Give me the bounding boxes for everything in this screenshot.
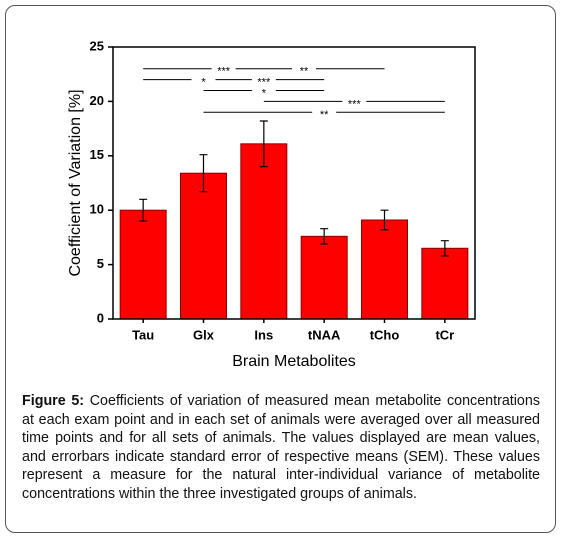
significance-label: ***	[217, 66, 231, 78]
error-bar	[199, 154, 208, 193]
error-bar	[139, 198, 148, 222]
x-axis-title: Brain Metabolites	[232, 353, 356, 370]
significance-label-bg	[251, 74, 276, 85]
x-tick-label: tCho	[370, 327, 400, 342]
bar	[361, 219, 408, 320]
y-tick-label: 5	[97, 256, 104, 271]
significance-label: *	[201, 77, 206, 89]
significance-label: *	[262, 87, 267, 99]
figure-frame	[5, 5, 556, 533]
x-tick-label: Ins	[254, 327, 273, 342]
error-bar	[440, 240, 449, 257]
significance-label: ***	[348, 98, 362, 110]
significance-label: **	[300, 66, 309, 78]
error-bar	[380, 209, 389, 231]
significance-label: **	[320, 109, 329, 121]
significance-label-bg	[312, 107, 337, 118]
x-tick-label: Tau	[132, 327, 154, 342]
caption-label: Figure 5:	[22, 393, 85, 409]
significance-label-bg	[211, 63, 236, 74]
bar	[180, 172, 227, 320]
y-tick-label: 25	[90, 38, 104, 53]
y-tick-label: 20	[90, 93, 104, 108]
y-axis-title: Coefficient of Variation [%]	[67, 89, 84, 276]
plot-frame	[112, 46, 476, 320]
chart: Coefficient of Variation [%] Brain Metab…	[67, 38, 476, 370]
x-tick-label: tCr	[435, 327, 454, 342]
y-tick-label: 0	[97, 310, 104, 325]
significance-label-bg	[191, 74, 216, 85]
significance-label-bg	[292, 63, 317, 74]
caption: Figure 5: Coefficients of variation of m…	[22, 392, 540, 503]
error-bar	[320, 228, 329, 245]
error-bar	[259, 120, 268, 168]
y-tick-label: 10	[90, 202, 104, 217]
bar	[119, 209, 167, 320]
caption-text: Coefficients of variation of measured me…	[22, 393, 540, 502]
x-tick-label: Glx	[193, 327, 215, 342]
y-tick-label: 15	[90, 147, 104, 162]
x-tick-label: tNAA	[308, 327, 341, 342]
significance-label-bg	[342, 96, 367, 107]
bar	[300, 235, 348, 320]
bar	[421, 247, 469, 320]
bar	[240, 143, 288, 320]
significance-label-bg	[251, 85, 276, 96]
